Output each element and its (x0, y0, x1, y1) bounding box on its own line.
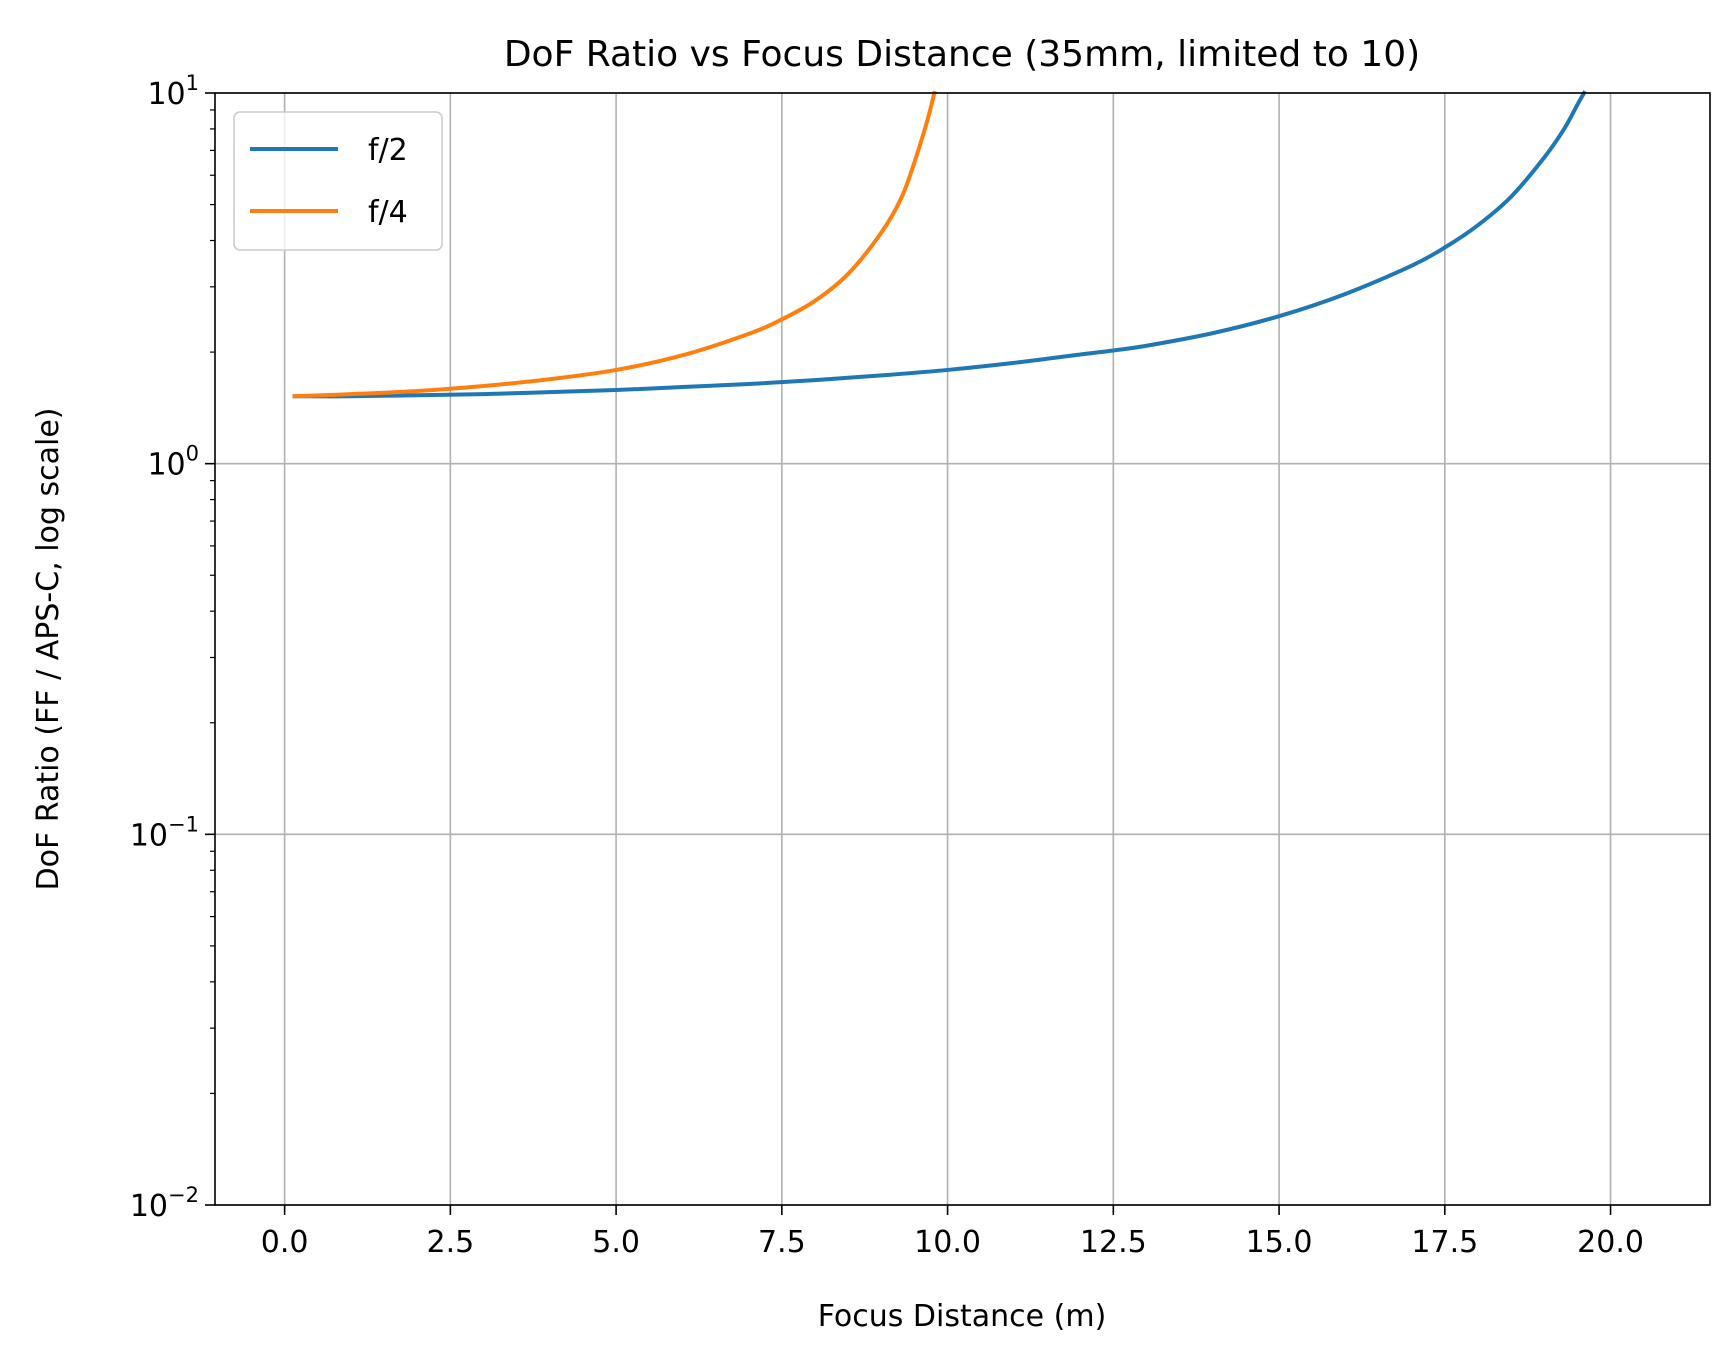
series-lines (292, 90, 1587, 399)
y-tick-label: 100 (147, 442, 199, 483)
x-tick-label: 5.0 (592, 1225, 640, 1260)
y-tick-label: 10−2 (130, 1183, 199, 1224)
x-tick-label: 20.0 (1577, 1225, 1644, 1260)
x-tick-label: 7.5 (758, 1225, 806, 1260)
ticks: 0.0 2.5 5.0 7.5 10.0 12.5 15.0 17.5 20.0 101 100 10… (130, 71, 1644, 1260)
x-tick-label: 10.0 (914, 1225, 981, 1260)
series-line-2 (292, 90, 937, 399)
x-tick-label: 0.0 (261, 1225, 309, 1260)
plot-frame (214, 92, 1711, 1206)
legend-box (233, 111, 443, 251)
y-tick-label: 101 (147, 71, 199, 112)
x-tick-label: 12.5 (1080, 1225, 1147, 1260)
y-tick-label: 10−1 (130, 812, 199, 853)
x-tick-label: 17.5 (1411, 1225, 1478, 1260)
y-axis-label: DoF Ratio (FF / APS-C, log scale) (31, 408, 66, 891)
legend: f/2 f/4 (233, 111, 443, 251)
series-line-1 (292, 90, 1587, 399)
plot-area (215, 93, 1710, 1205)
chart-title: DoF Ratio vs Focus Distance (35mm, limit… (504, 34, 1420, 75)
x-axis-label: Focus Distance (m) (818, 1299, 1107, 1334)
legend-label: f/2 (368, 133, 408, 168)
legend-label: f/4 (368, 195, 408, 230)
x-tick-label: 15.0 (1246, 1225, 1313, 1260)
x-tick-label: 2.5 (426, 1225, 474, 1260)
